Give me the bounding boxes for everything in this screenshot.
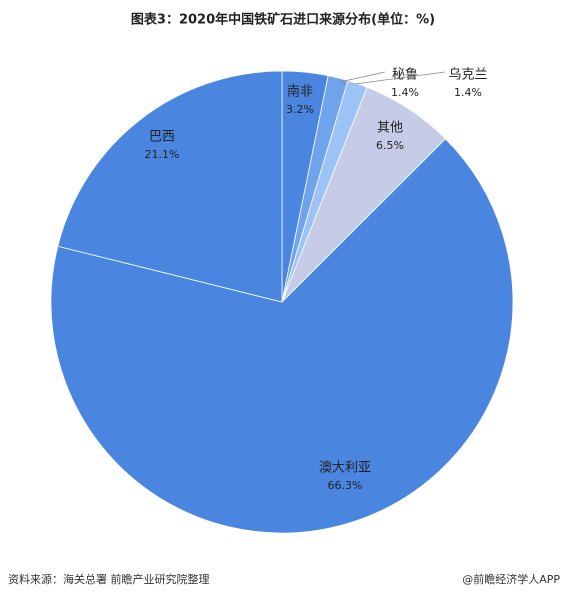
chart-title: 图表3：2020年中国铁矿石进口来源分布(单位：%) (131, 12, 435, 28)
leader-line (354, 71, 446, 85)
value-label: 21.1% (145, 148, 180, 161)
value-label: 1.4% (391, 86, 419, 99)
slice-label: 巴西 (149, 130, 175, 145)
value-label: 1.4% (454, 86, 482, 99)
slice-label: 其他 (377, 121, 403, 136)
source: 资料来源：海关总署 前瞻产业研究院整理 (8, 572, 210, 586)
credit: @前瞻经济学人APP (462, 572, 560, 586)
slice-label: 乌克兰 (448, 67, 487, 83)
value-label: 66.3% (328, 479, 363, 492)
value-label: 3.2% (286, 103, 314, 116)
slice-label: 南非 (287, 84, 313, 100)
value-label: 6.5% (376, 139, 404, 152)
slice-label: 秘鲁 (392, 68, 418, 83)
slice-label: 澳大利亚 (319, 460, 371, 476)
pie-slice (57, 70, 283, 303)
pie-slice (50, 138, 514, 534)
leader-line (339, 71, 386, 83)
